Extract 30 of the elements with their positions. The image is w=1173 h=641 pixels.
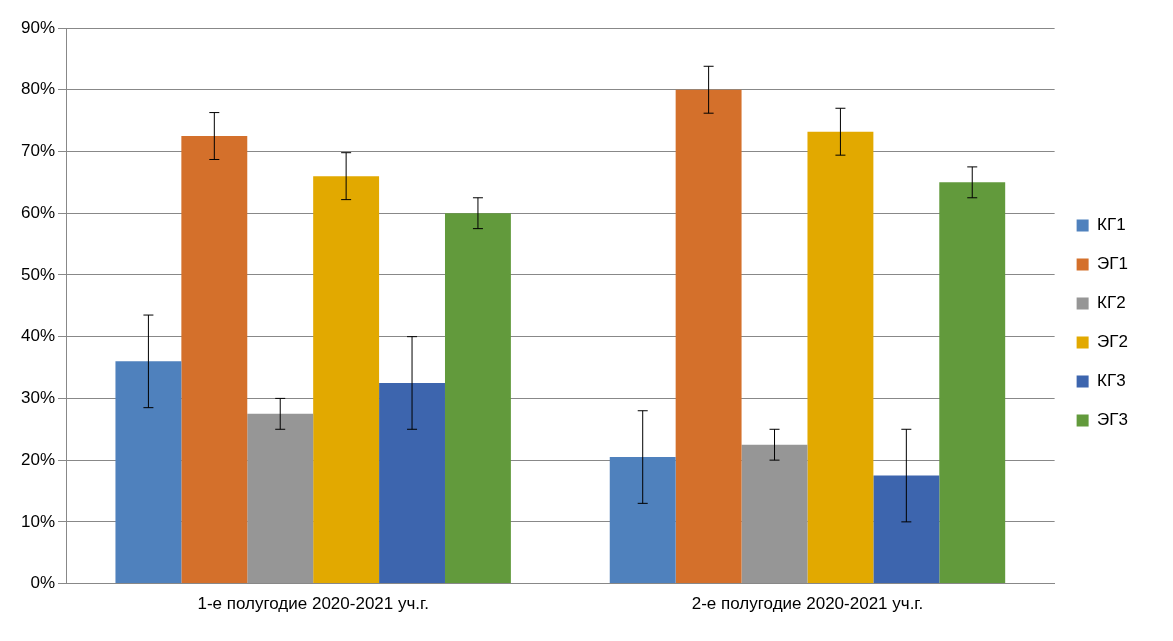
legend-label: ЭГ3: [1097, 410, 1129, 430]
bar: [115, 361, 182, 584]
x-tick-label: 1-е полугодие 2020-2021 уч.г.: [197, 594, 429, 614]
legend-label: КГ2: [1097, 293, 1126, 313]
bar: [873, 475, 940, 584]
legend-label: ЭГ2: [1097, 332, 1129, 352]
legend-label: ЭГ1: [1097, 254, 1129, 274]
bar: [741, 444, 808, 584]
bar: [247, 413, 314, 584]
bar: [939, 182, 1006, 584]
bar: [609, 457, 676, 584]
legend-label: КГ3: [1097, 371, 1126, 391]
y-tick-label: 90%: [20, 17, 56, 37]
bar: [444, 213, 511, 584]
y-tick-label: 40%: [20, 326, 56, 346]
y-tick-label: 50%: [20, 264, 56, 284]
y-tick-label: 60%: [20, 202, 56, 222]
y-tick-label: 10%: [20, 511, 56, 531]
bar: [379, 382, 445, 584]
bar: [807, 131, 874, 584]
y-tick-label: 30%: [20, 388, 56, 408]
bar: [675, 89, 742, 584]
bar: [181, 136, 248, 584]
legend-label: КГ1: [1097, 215, 1126, 235]
y-tick-label: 0%: [30, 573, 56, 593]
y-tick-label: 80%: [20, 79, 56, 99]
x-tick-label: 2-е полугодие 2020-2021 уч.г.: [691, 594, 924, 614]
y-tick-label: 20%: [20, 449, 56, 469]
bar: [313, 176, 380, 584]
y-tick-label: 70%: [20, 141, 56, 161]
